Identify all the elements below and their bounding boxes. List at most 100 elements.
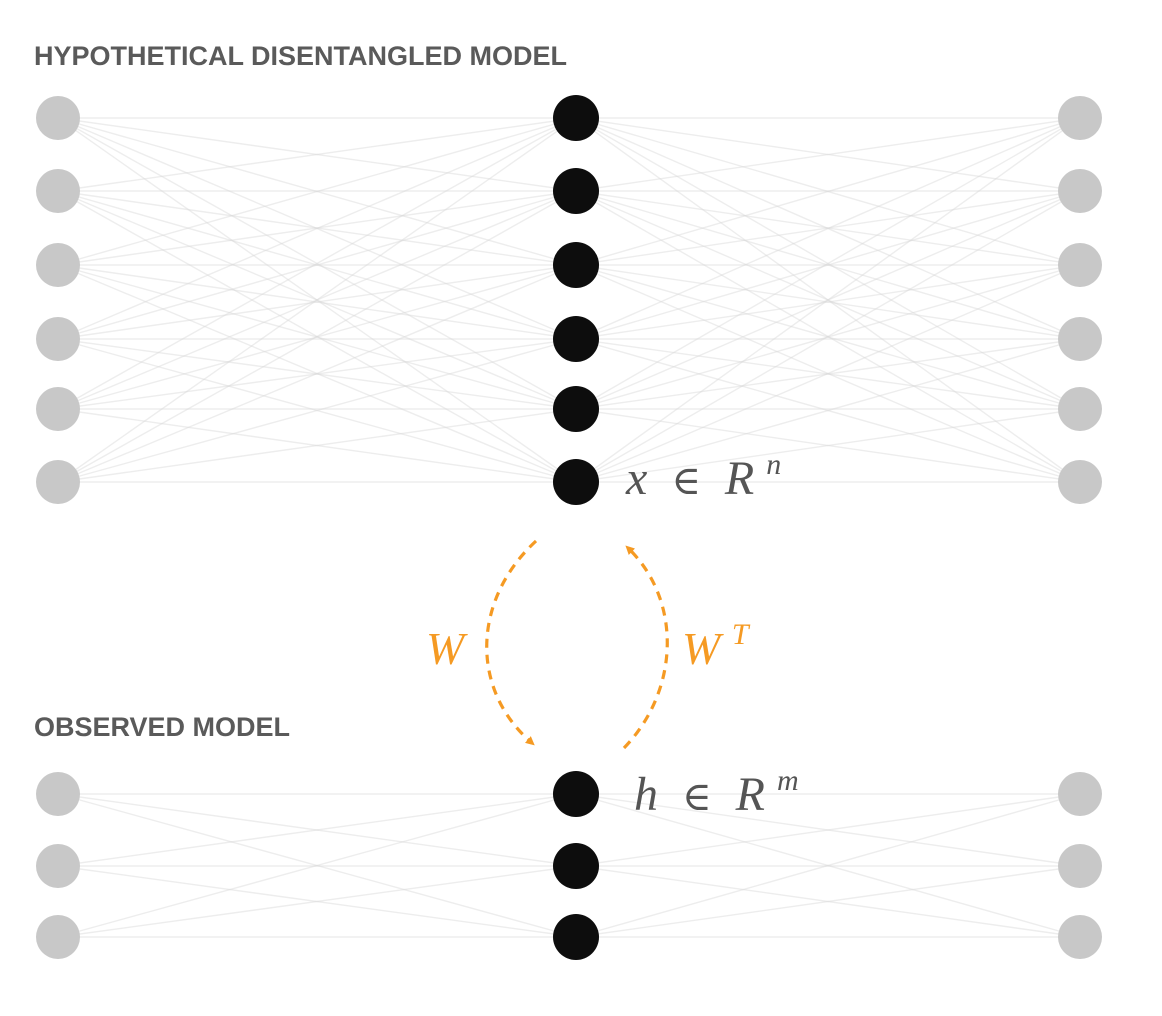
- wt-up-arrow: [622, 545, 669, 750]
- top-input-node-4: [36, 387, 80, 431]
- top-edge-left-1-4: [57, 190, 577, 410]
- top-edge-right-4-2: [575, 264, 1081, 410]
- top-label-var: x: [625, 452, 647, 505]
- top-edge-right-1-4: [575, 190, 1081, 410]
- top-edge-left-0-5: [57, 117, 577, 483]
- bottom-output-node-0: [1058, 772, 1102, 816]
- bottom-model-edges: [57, 793, 1081, 938]
- top-edge-left-1-2: [57, 190, 577, 266]
- top-input-node-1: [36, 169, 80, 213]
- top-edge-left-5-2: [57, 264, 577, 483]
- top-edge-left-1-5: [57, 190, 577, 483]
- bottom-model-title: OBSERVED MODEL: [34, 712, 290, 742]
- top-output-node-0: [1058, 96, 1102, 140]
- bottom-output-node-2: [1058, 915, 1102, 959]
- bottom-edge-left-1-2: [57, 865, 577, 938]
- top-input-node-5: [36, 460, 80, 504]
- top-edge-left-3-0: [57, 117, 577, 340]
- top-hidden-node-1: [553, 168, 599, 214]
- top-edge-right-5-0: [575, 117, 1081, 483]
- bottom-output-node-1: [1058, 844, 1102, 888]
- w-label-var: W: [426, 623, 468, 674]
- bottom-input-node-2: [36, 915, 80, 959]
- bottom-edge-left-0-2: [57, 793, 577, 938]
- top-edge-left-5-0: [57, 117, 577, 483]
- bottom-label-var: h: [634, 768, 658, 821]
- top-edge-left-0-4: [57, 117, 577, 410]
- bottom-hidden-label: h ∈ R m: [634, 764, 799, 821]
- top-input-node-3: [36, 317, 80, 361]
- bottom-input-node-1: [36, 844, 80, 888]
- top-hidden-node-0: [553, 95, 599, 141]
- top-output-node-5: [1058, 460, 1102, 504]
- top-edge-right-4-1: [575, 190, 1081, 410]
- bottom-label-exp: m: [777, 764, 799, 797]
- bottom-edge-left-0-1: [57, 793, 577, 867]
- top-edge-left-4-3: [57, 338, 577, 410]
- top-edge-left-2-0: [57, 117, 577, 266]
- bottom-edge-left-2-1: [57, 865, 577, 938]
- top-output-node-2: [1058, 243, 1102, 287]
- top-edge-right-2-4: [575, 264, 1081, 410]
- top-edge-right-2-0: [575, 117, 1081, 266]
- top-hidden-node-4: [553, 386, 599, 432]
- wt-label-sup: T: [732, 618, 751, 651]
- bottom-label-rel: ∈: [682, 774, 712, 820]
- top-hidden-node-2: [553, 242, 599, 288]
- bottom-edge-left-2-0: [57, 793, 577, 938]
- bottom-hidden-node-1: [553, 843, 599, 889]
- top-edge-right-5-3: [575, 338, 1081, 483]
- top-output-node-4: [1058, 387, 1102, 431]
- top-edge-left-3-4: [57, 338, 577, 410]
- top-output-node-3: [1058, 317, 1102, 361]
- top-edge-left-1-3: [57, 190, 577, 340]
- top-edge-left-0-3: [57, 117, 577, 340]
- top-edge-right-0-5: [575, 117, 1081, 483]
- top-edge-right-5-1: [575, 190, 1081, 483]
- top-edge-right-3-4: [575, 338, 1081, 410]
- top-hidden-node-3: [553, 316, 599, 362]
- top-edge-right-1-5: [575, 190, 1081, 483]
- top-edge-left-3-1: [57, 190, 577, 340]
- bottom-hidden-node-2: [553, 914, 599, 960]
- bottom-input-node-0: [36, 772, 80, 816]
- top-edge-right-5-2: [575, 264, 1081, 483]
- bottom-edge-right-1-2: [575, 865, 1081, 938]
- bottom-label-set: R: [735, 768, 765, 821]
- top-edge-right-2-1: [575, 190, 1081, 266]
- bottom-model-nodes: [36, 771, 1102, 960]
- top-edge-right-4-5: [575, 408, 1081, 483]
- top-edge-left-2-5: [57, 264, 577, 483]
- bottom-edge-right-0-1: [575, 793, 1081, 867]
- top-edge-left-5-3: [57, 338, 577, 483]
- wt-label: W T: [682, 618, 751, 674]
- top-input-node-0: [36, 96, 80, 140]
- top-edge-right-0-2: [575, 117, 1081, 266]
- top-edge-right-1-3: [575, 190, 1081, 340]
- top-model-nodes: [36, 95, 1102, 505]
- bottom-edge-right-2-1: [575, 865, 1081, 938]
- top-edge-left-4-0: [57, 117, 577, 410]
- top-label-rel: ∈: [671, 458, 701, 504]
- top-edge-right-1-0: [575, 117, 1081, 192]
- top-input-node-2: [36, 243, 80, 287]
- w-label: W: [426, 623, 468, 674]
- top-edge-left-0-2: [57, 117, 577, 266]
- top-edge-left-0-1: [57, 117, 577, 192]
- top-edge-right-3-0: [575, 117, 1081, 340]
- wt-label-var: W: [682, 623, 724, 674]
- top-edge-right-3-1: [575, 190, 1081, 340]
- bottom-edge-left-1-0: [57, 793, 577, 867]
- top-edge-right-2-3: [575, 264, 1081, 340]
- top-edge-left-3-5: [57, 338, 577, 483]
- top-edge-left-2-3: [57, 264, 577, 340]
- top-edge-right-2-5: [575, 264, 1081, 483]
- top-output-node-1: [1058, 169, 1102, 213]
- top-edge-left-3-2: [57, 264, 577, 340]
- top-label-exp: n: [766, 448, 781, 481]
- top-edge-left-2-1: [57, 190, 577, 266]
- bottom-edge-right-0-2: [575, 793, 1081, 938]
- top-edge-right-4-3: [575, 338, 1081, 410]
- top-edge-left-4-5: [57, 408, 577, 483]
